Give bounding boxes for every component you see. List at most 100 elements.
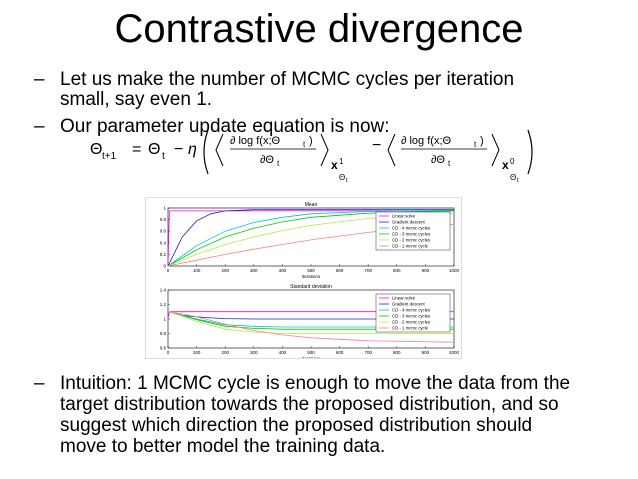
- std-x-tick-label: 1000: [449, 350, 460, 355]
- std-x-tick-label: 400: [279, 350, 287, 355]
- eq-lhs-sub: t+1: [102, 151, 117, 162]
- bullet-line: target distribution towards the proposed…: [60, 394, 559, 415]
- std-y-tick-label: 0.6: [160, 346, 167, 351]
- denominator-1-sub: t: [277, 159, 280, 168]
- mean-x-tick-label: 400: [279, 268, 287, 273]
- eq-equals: =: [132, 141, 141, 158]
- std-legend-label-1: Gradient descent: [392, 302, 426, 307]
- std-x-tick-label: 200: [221, 350, 229, 355]
- eq-minus-2: −: [372, 137, 381, 154]
- denominator-2-sub: t: [448, 159, 451, 168]
- numerator-2: ∂ log f(x;Θ: [401, 135, 452, 147]
- std-x-tick-label: 600: [336, 350, 344, 355]
- convergence-plots: Mean 0 100 200 300 400 500 600 700 800 900 1000 0 0.2…: [160, 202, 460, 361]
- mean-legend-label-1: Gradient descent: [392, 220, 426, 225]
- numerator-1-close: ): [309, 135, 313, 147]
- std-y-tick-label: 1.2: [160, 302, 167, 307]
- eq-minus: −: [174, 141, 183, 158]
- angle-open-2: [387, 133, 396, 167]
- mean-x-tick-label: 0: [167, 268, 170, 273]
- mean-series-line-1: [167, 209, 454, 267]
- mean-y-tick-label: 0.2: [160, 252, 167, 257]
- mean-legend-label-4: CD - 2 mcmc cycles: [392, 238, 430, 243]
- std-x-tick-label: 900: [422, 350, 430, 355]
- mean-series-line-4: [167, 212, 455, 267]
- bullet-dash: –: [34, 373, 45, 394]
- sup-1: 1: [339, 157, 344, 166]
- bullet-dash: –: [34, 116, 45, 137]
- bold-x-1: x: [331, 158, 338, 172]
- bullet-mcmc-cycles: – Let us make the number of MCMC cycles …: [34, 70, 614, 112]
- numerator-2-sub: t: [474, 140, 477, 149]
- mean-legend-label-2: CD - 4 mcmc cycles: [392, 226, 430, 231]
- paren-open: [203, 129, 209, 175]
- mean-x-tick-label: 1000: [449, 268, 460, 273]
- update-equation: Θ t+1 = Θ t − η ∂ log f(x;Θ t ) ∂Θ t x 1…: [90, 122, 540, 186]
- bullet-line: suggest which direction the proposed dis…: [60, 415, 533, 436]
- mean-x-tick-label: 500: [307, 268, 315, 273]
- std-x-tick-label: 500: [307, 350, 315, 355]
- sup-0: 0: [510, 157, 515, 166]
- paren-close: [527, 129, 533, 175]
- std-x-tick-label: 300: [250, 350, 258, 355]
- bullet-line: small, say even 1.: [60, 89, 213, 110]
- numerator-2-close: ): [480, 135, 484, 147]
- numerator-1: ∂ log f(x;Θ: [230, 135, 281, 147]
- mean-x-tick-label: 900: [422, 268, 430, 273]
- bullet-dash: –: [34, 69, 45, 90]
- mean-series-line-2: [167, 209, 455, 267]
- std-y-tick-label: 1: [163, 317, 166, 322]
- slide-title: Contrastive divergence: [114, 7, 524, 51]
- std-x-axis-label: iterations: [302, 356, 321, 358]
- std-x-tick-label: 0: [167, 350, 170, 355]
- denominator-2: ∂Θ: [431, 154, 445, 166]
- angle-open-1: [215, 133, 224, 167]
- sub-theta-1-t: t: [346, 178, 348, 184]
- mean-legend-label-0: Linear solve: [392, 214, 416, 219]
- std-x-tick-label: 800: [393, 350, 401, 355]
- eq-theta-t: Θ: [148, 141, 160, 158]
- eq-theta-t-sub: t: [162, 151, 165, 162]
- mean-x-axis-label: iterations: [302, 274, 321, 279]
- bullet-intuition: – Intuition: 1 MCMC cycle is enough to m…: [34, 374, 634, 458]
- std-legend-label-0: Linear solve: [392, 296, 416, 301]
- eq-lhs: Θ: [90, 141, 102, 158]
- std-legend-box: [375, 293, 451, 333]
- eq-eta: η: [188, 141, 197, 158]
- mean-chart-title: Mean: [305, 202, 318, 208]
- mean-x-tick-label: 300: [250, 268, 258, 273]
- mean-legend-label-5: CD - 1 mcmc cycle: [392, 244, 429, 249]
- bullet-line: Our parameter update equation is now:: [60, 116, 390, 137]
- std-series-line-3: [167, 311, 454, 330]
- mean-y-tick-label: 0.6: [160, 229, 167, 234]
- angle-close-1: [320, 133, 329, 167]
- sub-theta-1: Θ: [339, 173, 345, 182]
- std-legend-label-2: CD - 4 mcmc cycles: [392, 308, 430, 313]
- mean-x-tick-label: 200: [221, 268, 229, 273]
- std-series-line-5: [167, 311, 455, 343]
- bullet-line: Let us make the number of MCMC cycles pe…: [60, 69, 515, 90]
- mean-x-tick-label: 800: [393, 268, 401, 273]
- mean-legend-label-3: CD - 3 mcmc cycles: [392, 232, 430, 237]
- std-y-tick-label: 0.8: [160, 331, 167, 336]
- denominator-1: ∂Θ: [260, 154, 274, 166]
- mean-x-tick-label: 700: [364, 268, 372, 273]
- sub-theta-2: Θ: [510, 173, 516, 182]
- mean-legend-box: [375, 211, 451, 251]
- bullet-line: Intuition: 1 MCMC cycle is enough to mov…: [60, 373, 571, 394]
- mean-x-tick-label: 100: [193, 268, 201, 273]
- std-x-tick-label: 700: [364, 350, 372, 355]
- std-legend-label-4: CD - 2 mcmc cycles: [392, 320, 430, 325]
- std-y-tick-label: 1.4: [160, 288, 167, 293]
- mean-y-tick-label: 0.8: [160, 217, 167, 222]
- std-legend-label-3: CD - 3 mcmc cycles: [392, 314, 430, 319]
- mean-series-line-3: [167, 210, 455, 267]
- angle-close-2: [491, 133, 500, 167]
- mean-y-tick-label: 0: [163, 264, 166, 269]
- mean-series-line-5: [167, 223, 455, 267]
- std-series-line-4: [167, 311, 454, 334]
- mean-series-line-0: [167, 210, 454, 267]
- numerator-1-sub: t: [303, 140, 306, 149]
- bullet-update-equation: – Our parameter update equation is now:: [34, 117, 614, 139]
- mean-y-tick-label: 0.4: [160, 240, 167, 245]
